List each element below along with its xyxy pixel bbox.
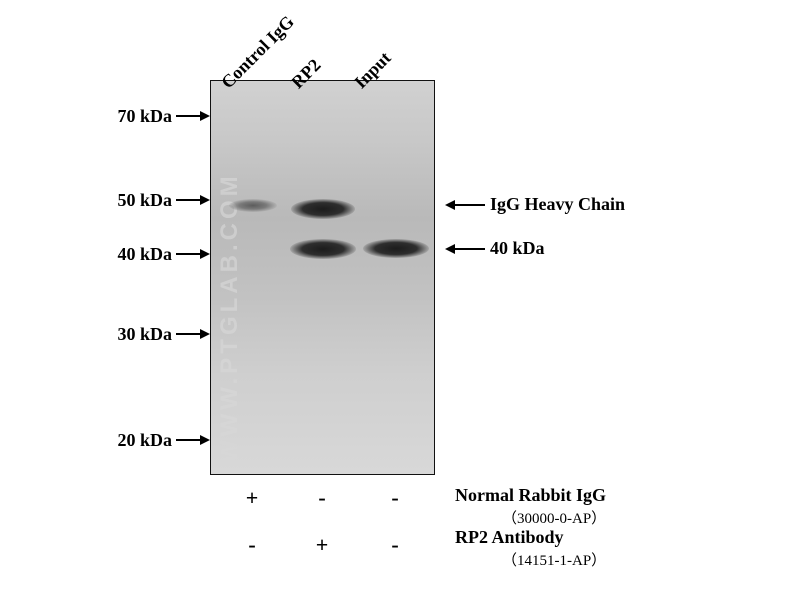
blot-background (211, 81, 434, 474)
ab-row2-label: RP2 Antibody (455, 527, 564, 548)
blot-membrane: WWW.PTGLAB.COM (210, 80, 435, 475)
figure-container: WWW.PTGLAB.COM Control IgG RP2 Input 70 … (0, 0, 800, 600)
ab-row1-lane2: - (312, 485, 332, 511)
mw-arrow-shaft-70kda (176, 115, 200, 117)
mw-label-40kda: 40 kDa (90, 244, 172, 265)
mw-arrow-shaft-40kda (176, 253, 200, 255)
mw-arrow-head-40kda (200, 249, 210, 259)
ab-row1-lane3: - (385, 485, 405, 511)
mw-arrow-head-50kda (200, 195, 210, 205)
mw-arrow-head-70kda (200, 111, 210, 121)
ab-row2-lane1: - (242, 532, 262, 558)
ab-row2-lane3: - (385, 532, 405, 558)
band-label-40kda: 40 kDa (490, 238, 545, 259)
band-label-igg-heavy: IgG Heavy Chain (490, 194, 625, 215)
band-lane2-rp2-40kda (290, 239, 356, 259)
ab-row1-label: Normal Rabbit IgG (455, 485, 606, 506)
band-arrow-shaft-igg-heavy (455, 204, 485, 206)
band-lane1-igg-heavy (229, 199, 277, 212)
mw-arrow-head-30kda (200, 329, 210, 339)
mw-label-30kda: 30 kDa (90, 324, 172, 345)
ab-row1-lane1: + (242, 485, 262, 511)
ab-row1-sublabel: （30000-0-AP） (502, 507, 606, 528)
ab-row2-lane2: + (312, 532, 332, 558)
band-lane3-rp2-40kda (363, 239, 429, 258)
band-arrow-head-40kda (445, 244, 455, 254)
band-arrow-shaft-40kda (455, 248, 485, 250)
mw-label-70kda: 70 kDa (90, 106, 172, 127)
mw-label-20kda: 20 kDa (90, 430, 172, 451)
band-arrow-head-igg-heavy (445, 200, 455, 210)
ab-row2-sublabel: （14151-1-AP） (502, 549, 606, 570)
mw-arrow-shaft-30kda (176, 333, 200, 335)
band-lane2-igg-heavy (291, 199, 355, 219)
mw-arrow-shaft-50kda (176, 199, 200, 201)
mw-arrow-shaft-20kda (176, 439, 200, 441)
mw-arrow-head-20kda (200, 435, 210, 445)
mw-label-50kda: 50 kDa (90, 190, 172, 211)
